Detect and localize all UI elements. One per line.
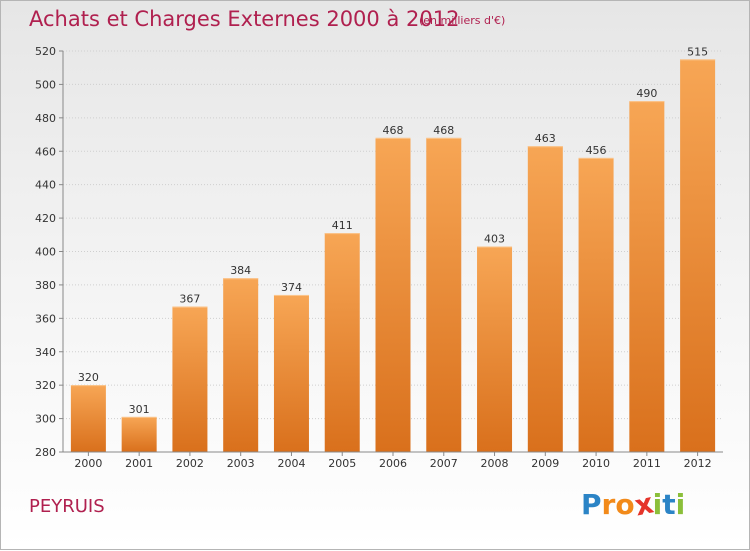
y-tick-label: 500 [35,78,56,91]
x-tick-label-2002: 2002 [176,457,204,470]
data-label-2007: 468 [433,124,454,137]
bar-2000 [70,385,106,452]
logo-letter: i [675,488,686,521]
y-tick-label: 380 [35,279,56,292]
chart-subtitle: (en milliers d'€) [419,14,506,27]
data-label-2003: 384 [230,264,251,277]
x-tick-label-2007: 2007 [430,457,458,470]
x-tick-label-2001: 2001 [125,457,153,470]
bar-2004 [273,294,309,452]
x-tick-label-2000: 2000 [74,457,102,470]
bar-2005 [324,233,360,452]
bar-2002 [172,306,208,452]
x-tick-label-2011: 2011 [633,457,661,470]
data-label-2001: 301 [129,403,150,416]
bar-2001 [121,416,157,452]
y-tick-label: 520 [35,45,56,58]
data-label-2011: 490 [636,87,657,100]
data-label-2010: 456 [586,144,607,157]
data-label-2006: 468 [383,124,404,137]
y-tick-label: 440 [35,179,56,192]
logo-letter: P [581,488,602,521]
x-tick-label-2004: 2004 [277,457,305,470]
bar-2009 [527,146,563,453]
y-tick-label: 400 [35,246,56,259]
place-name: PEYRUIS [29,496,105,517]
x-tick-label-2009: 2009 [531,457,559,470]
data-label-2012: 515 [687,45,708,58]
bar-2010 [578,157,614,452]
data-label-2004: 374 [281,281,302,294]
y-tick-label: 420 [35,212,56,225]
y-tick-label: 320 [35,379,56,392]
y-tick-label: 460 [35,145,56,158]
data-label-2000: 320 [78,371,99,384]
x-tick-label-2003: 2003 [227,457,255,470]
data-label-2005: 411 [332,219,353,232]
x-tick-label-2006: 2006 [379,457,407,470]
x-tick-label-2012: 2012 [684,457,712,470]
y-tick-label: 340 [35,346,56,359]
bar-2006 [375,137,411,452]
bar-2007 [426,137,462,452]
bar-2011 [629,101,665,452]
y-tick-label: 360 [35,312,56,325]
logo-letter: o [615,488,635,521]
bar-2003 [223,278,259,452]
chart-title: Achats et Charges Externes 2000 à 2012 [29,7,460,31]
bar-2012 [680,59,716,453]
x-tick-label-2005: 2005 [328,457,356,470]
y-tick-label: 300 [35,413,56,426]
proxiti-logo: Proxiti [581,486,686,522]
data-label-2008: 403 [484,232,505,245]
logo-letter: t [662,488,676,521]
logo-letter: i [652,488,663,521]
data-label-2002: 367 [179,293,200,306]
bar-2008 [477,246,513,452]
y-tick-label: 480 [35,112,56,125]
data-label-2009: 463 [535,132,556,145]
x-tick-label-2010: 2010 [582,457,610,470]
y-tick-label: 280 [35,446,56,459]
x-tick-label-2008: 2008 [481,457,509,470]
logo-letter: r [601,488,616,521]
